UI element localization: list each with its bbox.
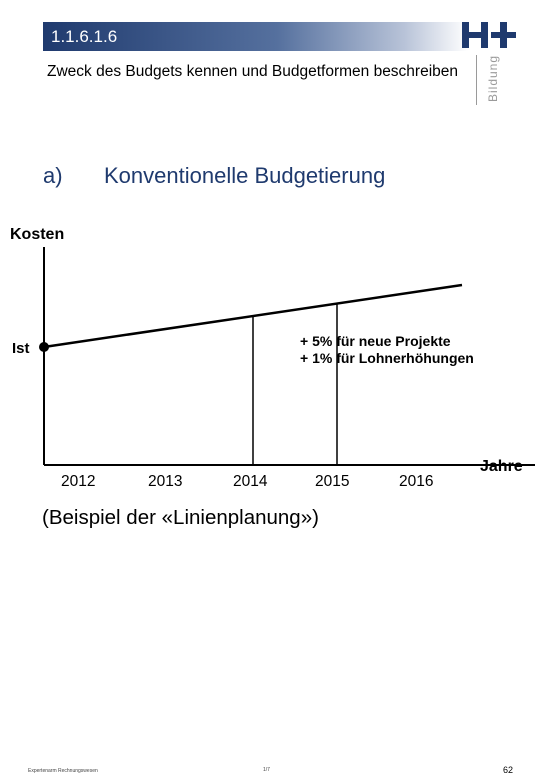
header-divider	[476, 55, 477, 105]
diagram-caption: (Beispiel der «Linienplanung»)	[42, 506, 319, 529]
page-subtitle: Zweck des Budgets kennen und Budgetforme…	[47, 63, 459, 80]
year-label: 2016	[399, 473, 433, 490]
year-label: 2013	[148, 473, 182, 490]
logo-tagline: Bildung	[486, 54, 500, 102]
ist-point	[39, 342, 49, 352]
page-number: 62	[503, 765, 514, 775]
y-axis-label: Kosten	[10, 226, 64, 243]
year-label: 2012	[61, 473, 95, 490]
heading-marker: a)	[43, 163, 63, 188]
year-label: 2014	[233, 473, 268, 490]
start-label: Ist	[12, 340, 30, 357]
section-number: 1.1.6.1.6	[51, 27, 118, 46]
section-heading: Konventionelle Budgetierung	[104, 163, 386, 188]
footer-text: Expertenarm Rechnungswesen	[28, 768, 98, 774]
hplus-logo-icon	[462, 22, 516, 48]
annotation-wages: + 1% für Lohnerhöhungen	[300, 350, 474, 366]
header-bar: 1.1.6.1.6	[43, 22, 468, 51]
footer-mark: 1/7	[263, 767, 270, 773]
x-axis-label: Jahre	[480, 458, 523, 475]
annotation-projects: + 5% für neue Projekte	[300, 333, 451, 349]
year-label: 2015	[315, 473, 349, 490]
budget-diagram: Kosten Ist Jahre + 5% für neue Projekte …	[10, 226, 535, 490]
